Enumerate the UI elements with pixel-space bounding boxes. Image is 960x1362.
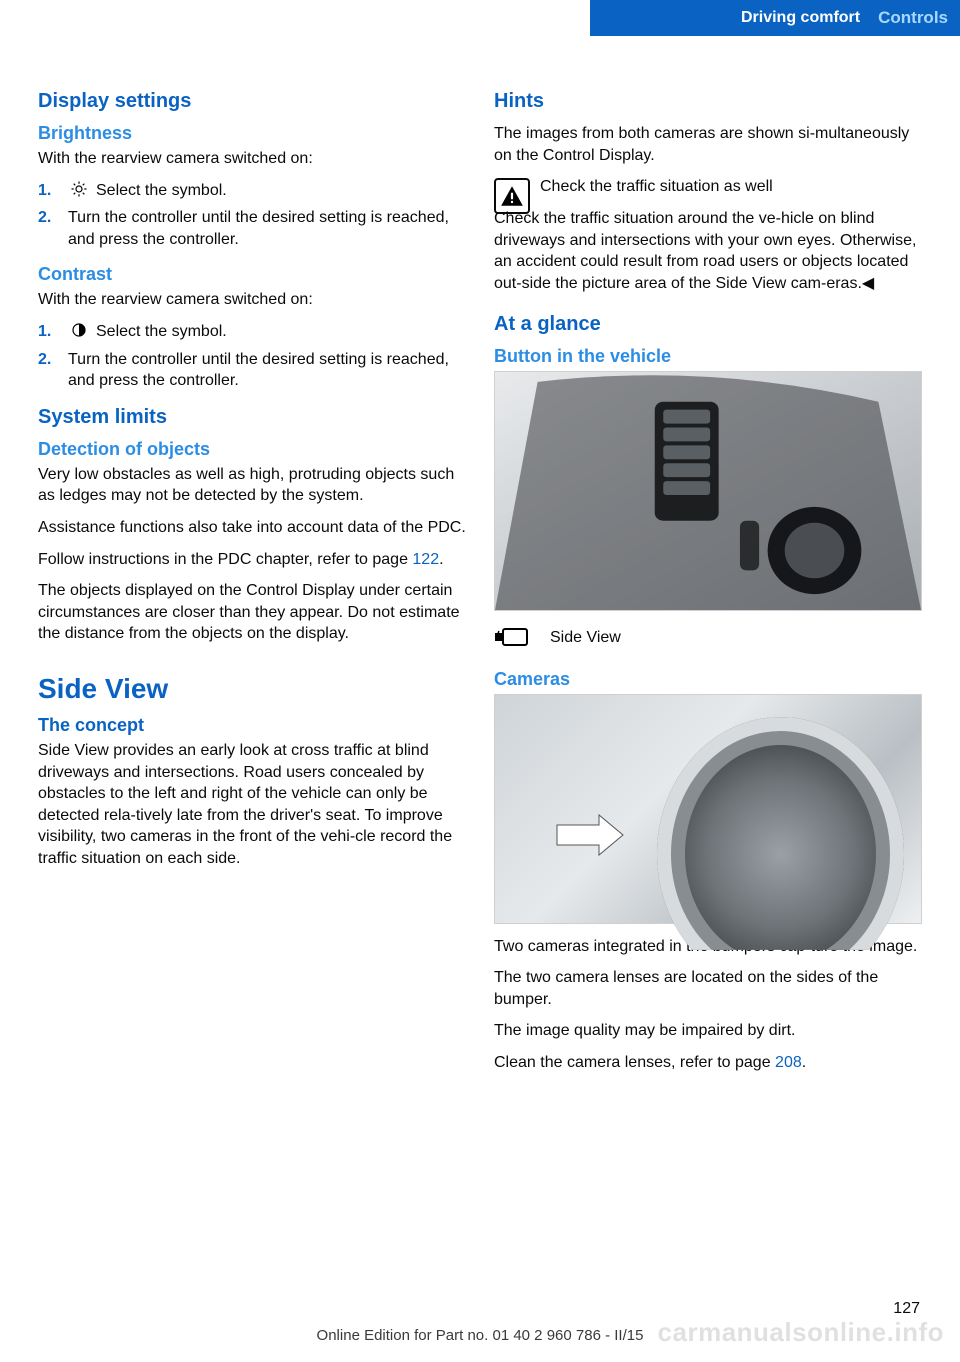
right-column: Hints The images from both cameras are s…: [494, 90, 922, 1302]
step-number: 2.: [38, 207, 68, 229]
list-item: 2. Turn the controller until the desired…: [38, 349, 466, 392]
brightness-steps: 1. Select the symbol. 2. Turn the contro…: [38, 180, 466, 251]
step-number: 1.: [38, 180, 68, 202]
side-view-label-row: Side View: [494, 621, 922, 655]
warning-body: Check the traffic situation around the v…: [494, 208, 922, 294]
heading-display-settings: Display settings: [38, 90, 466, 113]
heading-at-a-glance: At a glance: [494, 313, 922, 336]
heading-side-view: Side View: [38, 673, 466, 705]
step-text: Select the symbol.: [96, 180, 466, 202]
sun-icon: [68, 180, 90, 198]
step-text: Turn the controller until the desired se…: [68, 349, 466, 392]
detection-p2: Assistance functions also take into acco…: [38, 517, 466, 539]
step-number: 2.: [38, 349, 68, 371]
cameras-p3: The image quality may be impaired by dir…: [494, 1020, 922, 1042]
page-ref-122[interactable]: 122: [412, 551, 439, 568]
brightness-intro: With the rearview camera switched on:: [38, 148, 466, 170]
list-item: 1. Select the symbol.: [38, 321, 466, 343]
contrast-steps: 1. Select the symbol. 2. Turn the contro…: [38, 321, 466, 392]
cameras-p4a: Clean the camera lenses, refer to page: [494, 1054, 775, 1071]
page-content: Display settings Brightness With the rea…: [38, 90, 922, 1302]
watermark: carmanualsonline.info: [658, 1317, 944, 1348]
page-number: 127: [893, 1300, 920, 1318]
detection-p4: The objects displayed on the Control Dis…: [38, 580, 466, 645]
heading-contrast: Contrast: [38, 264, 466, 285]
detection-p3: Follow instructions in the PDC chapter, …: [38, 549, 466, 571]
list-item: 2. Turn the controller until the desired…: [38, 207, 466, 250]
cameras-p2: The two camera lenses are located on the…: [494, 967, 922, 1010]
cameras-p4b: .: [802, 1054, 806, 1071]
step-text: Select the symbol.: [96, 321, 466, 343]
detection-p3b: .: [439, 551, 443, 568]
heading-system-limits: System limits: [38, 406, 466, 429]
heading-brightness: Brightness: [38, 123, 466, 144]
heading-cameras: Cameras: [494, 669, 922, 690]
warning-text: Check the traffic situation as well: [540, 176, 922, 202]
contrast-intro: With the rearview camera switched on:: [38, 289, 466, 311]
heading-detection: Detection of objects: [38, 439, 466, 460]
header-section: Controls: [878, 8, 948, 28]
page-ref-208[interactable]: 208: [775, 1054, 802, 1071]
warning-head: Check the traffic situation as well: [540, 176, 922, 198]
arrow-icon: [555, 813, 625, 857]
header-bar: Driving comfort Controls: [590, 0, 960, 36]
heading-hints: Hints: [494, 90, 922, 113]
hints-intro: The images from both cameras are shown s…: [494, 123, 922, 166]
heading-button-in-vehicle: Button in the vehicle: [494, 346, 922, 367]
detection-p1: Very low obstacles as well as high, prot…: [38, 464, 466, 507]
side-view-icon: [494, 621, 536, 655]
concept-text: Side View provides an early look at cros…: [38, 740, 466, 870]
step-number: 1.: [38, 321, 68, 343]
step-text: Turn the controller until the desired se…: [68, 207, 466, 250]
contrast-icon: [68, 321, 90, 339]
heading-concept: The concept: [38, 715, 466, 736]
left-column: Display settings Brightness With the rea…: [38, 90, 466, 1302]
figure-dashboard-button: [494, 371, 922, 611]
cameras-p4: Clean the camera lenses, refer to page 2…: [494, 1052, 922, 1074]
header-subsection: Driving comfort: [741, 9, 860, 27]
side-view-label: Side View: [550, 629, 621, 647]
figure-bumper-camera: [494, 694, 922, 924]
list-item: 1. Select the symbol.: [38, 180, 466, 202]
detection-p3a: Follow instructions in the PDC chapter, …: [38, 551, 412, 568]
